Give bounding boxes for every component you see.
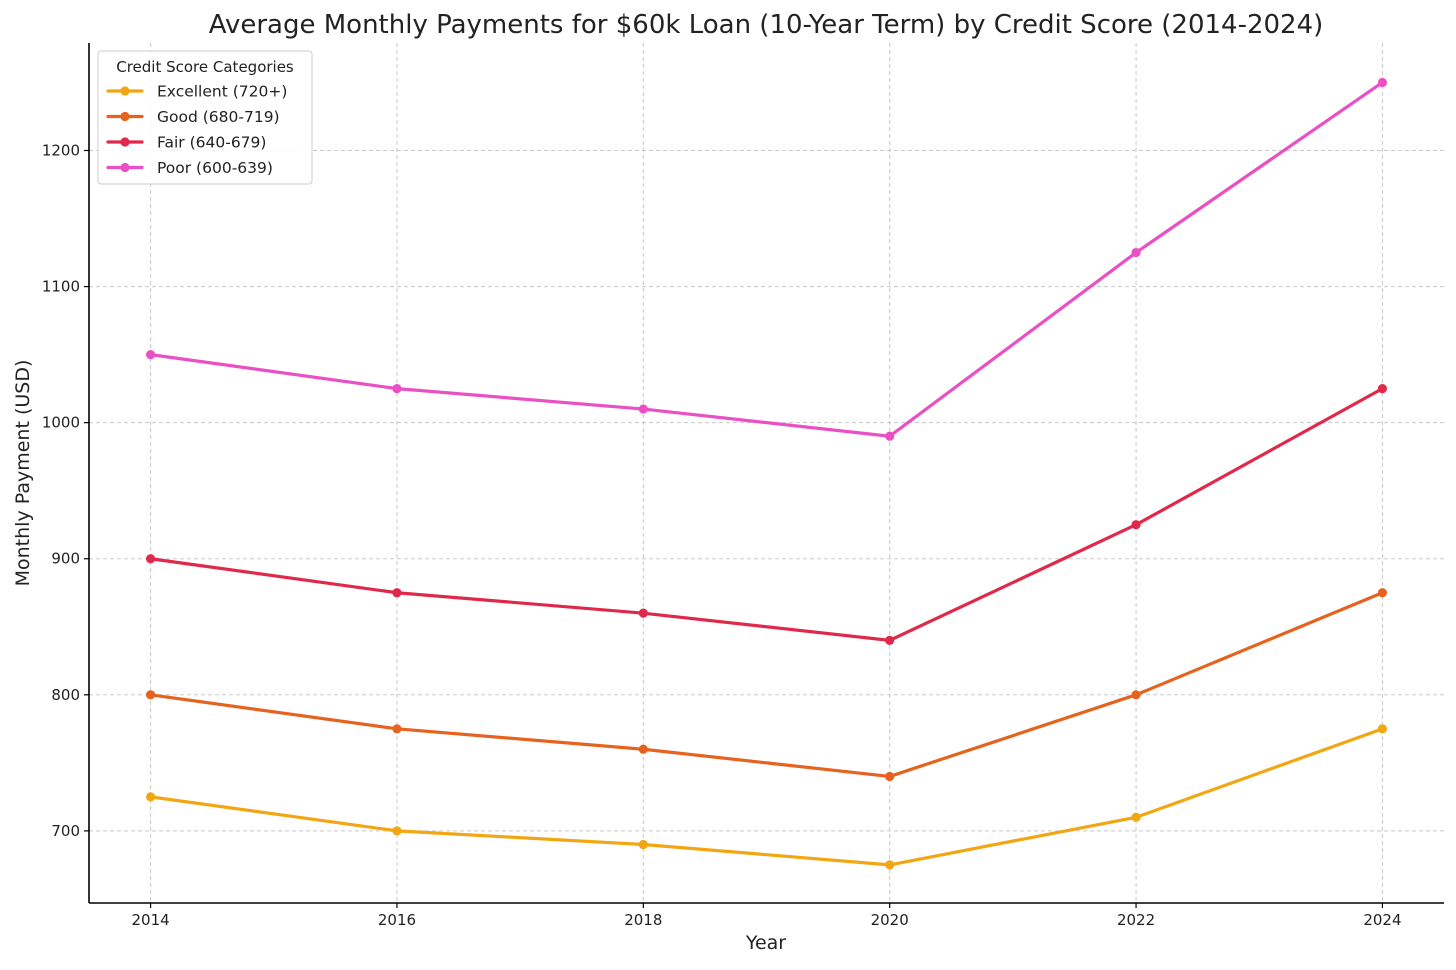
series-line (148, 727, 1385, 867)
legend-swatch-marker (120, 137, 130, 147)
legend-item: Poor (600-639) (106, 159, 273, 177)
x-tick-label: 2014 (131, 911, 169, 929)
series-line (148, 80, 1385, 438)
legend-label: Poor (600-639) (157, 159, 273, 177)
x-tick-label: 2018 (624, 911, 662, 929)
data-point (1377, 588, 1388, 598)
x-axis-label: Year (745, 932, 786, 954)
data-point (1377, 384, 1388, 394)
data-point (885, 860, 895, 870)
series-group (145, 724, 1388, 870)
data-point (885, 635, 895, 645)
series-line (148, 591, 1385, 779)
data-point (1131, 812, 1141, 822)
legend-frame (97, 50, 313, 185)
data-point (638, 744, 648, 754)
data-point (1131, 247, 1141, 258)
y-tick-label: 1000 (42, 414, 80, 432)
legend: Credit Score Categories Excellent (720+) G… (97, 50, 313, 185)
x-tick-label: 2020 (871, 911, 909, 929)
data-point (392, 384, 402, 394)
series-group (145, 384, 1388, 645)
data-point (638, 608, 648, 618)
legend-swatch-marker (120, 162, 130, 173)
legend-swatch-marker (120, 86, 130, 96)
data-point (1377, 77, 1388, 88)
legend-item: Excellent (720+) (106, 83, 287, 101)
data-point (392, 588, 402, 598)
data-point (145, 350, 156, 360)
ticks-layer: 2014 2016 2018 2020 2022 2024 700 800 900 1000 110… (42, 142, 1402, 930)
grid-layer (89, 43, 1444, 903)
series-group (145, 588, 1388, 782)
data-point (885, 771, 895, 782)
data-point (392, 826, 402, 836)
y-tick-label: 900 (51, 550, 80, 568)
chart-title: Average Monthly Payments for $60k Loan (… (209, 10, 1324, 40)
data-point (638, 404, 648, 414)
y-axis-label: Monthly Payment (USD) (12, 360, 34, 587)
data-point (1377, 724, 1388, 734)
legend-label: Fair (640-679) (157, 134, 266, 152)
data-point (1131, 690, 1141, 700)
y-tick-label: 700 (51, 822, 80, 840)
legend-label: Good (680-719) (157, 108, 280, 126)
y-tick-label: 800 (51, 686, 80, 704)
series-group (145, 77, 1388, 441)
y-tick-label: 1100 (42, 278, 80, 296)
x-tick-label: 2024 (1363, 911, 1401, 929)
series-layer (145, 77, 1388, 870)
x-tick-label: 2022 (1117, 911, 1155, 929)
data-point (1131, 520, 1141, 530)
y-tick-label: 1200 (42, 142, 80, 160)
data-point (145, 554, 156, 564)
legend-label: Excellent (720+) (157, 83, 287, 101)
data-point (145, 690, 156, 700)
series-line (148, 387, 1385, 642)
legend-item: Good (680-719) (106, 108, 280, 126)
data-point (885, 431, 895, 441)
axes-layer (88, 43, 1444, 904)
legend-swatch-marker (120, 111, 130, 122)
legend-title: Credit Score Categories (116, 58, 294, 76)
legend-item: Fair (640-679) (106, 134, 266, 152)
x-tick-label: 2016 (378, 911, 416, 929)
data-point (638, 839, 648, 850)
data-point (392, 724, 402, 734)
data-point (145, 792, 156, 802)
